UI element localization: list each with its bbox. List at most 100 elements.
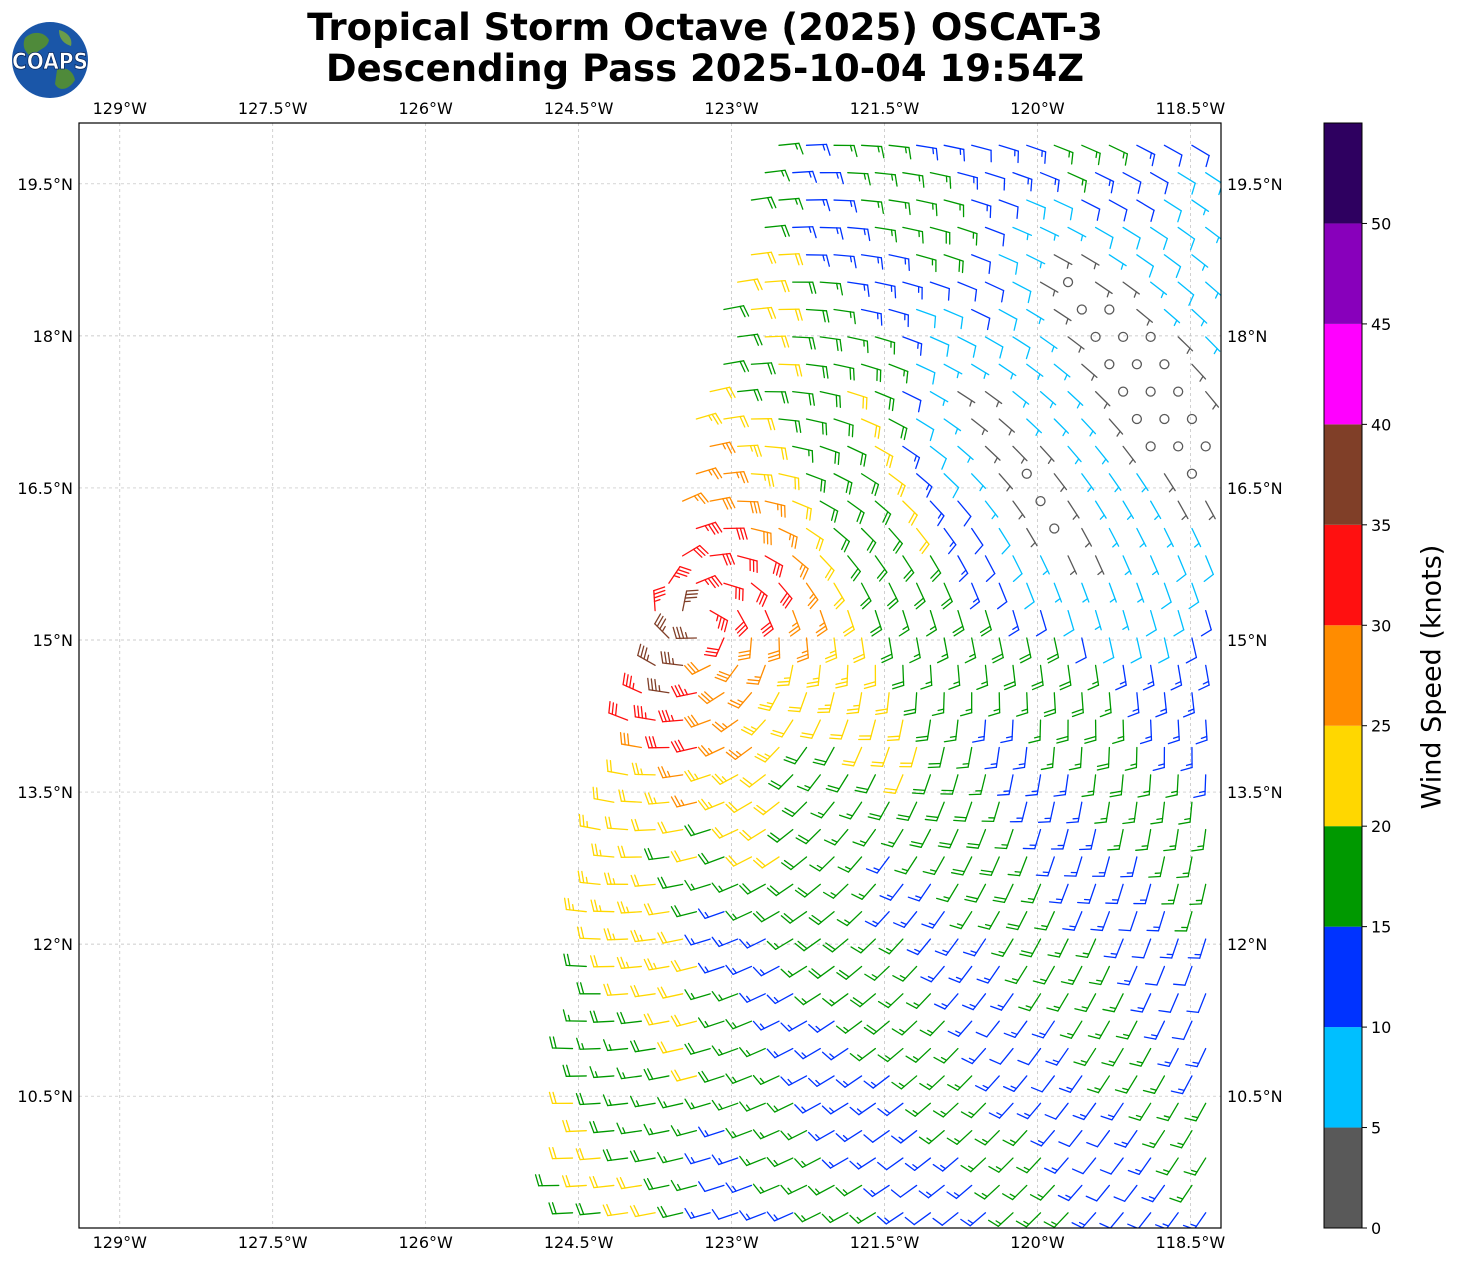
barb-full-feather <box>1088 981 1102 986</box>
barb-full-feather <box>707 577 716 589</box>
barb-full-feather <box>728 855 738 866</box>
wind-barb <box>657 1097 684 1109</box>
barb-full-feather <box>660 1205 668 1218</box>
wind-barb <box>739 992 766 1003</box>
barb-full-feather <box>739 938 748 949</box>
barb-full-feather <box>739 1155 748 1167</box>
wind-barb <box>990 993 1014 1011</box>
barb-full-feather <box>947 288 950 301</box>
barb-full-feather <box>725 1127 734 1139</box>
wind-barb <box>809 856 835 872</box>
barb-full-feather <box>977 925 991 930</box>
wind-barb <box>670 1069 698 1082</box>
barb-half-feather <box>925 483 930 491</box>
barb-full-feather <box>960 1164 972 1173</box>
barb-full-feather <box>1032 980 1046 985</box>
barb-full-feather <box>1167 739 1180 745</box>
wind-barb <box>1176 856 1193 879</box>
wind-barb <box>1177 500 1189 521</box>
wind-barb <box>1053 774 1069 797</box>
barb-full-feather <box>775 563 781 576</box>
barb-full-feather <box>1017 1059 1030 1066</box>
barb-full-feather <box>797 887 809 896</box>
barb-half-feather <box>983 977 991 981</box>
barb-full-feather <box>781 862 792 871</box>
barb-half-feather <box>844 919 851 924</box>
barb-shaft <box>704 1184 725 1193</box>
barb-full-feather <box>616 956 623 969</box>
barb-half-feather <box>859 840 867 844</box>
barb-full-feather <box>739 779 750 788</box>
wind-barb <box>670 795 698 808</box>
wind-barb <box>888 199 911 216</box>
barb-full-feather <box>871 481 877 495</box>
wind-barb <box>1016 1102 1042 1120</box>
wind-barb <box>989 1047 1014 1065</box>
barb-full-feather <box>1159 956 1173 959</box>
wind-barb <box>1039 555 1050 576</box>
wind-barb <box>766 1047 794 1059</box>
barb-shaft <box>1096 1184 1110 1202</box>
barb-full-feather <box>660 651 664 664</box>
wind-barb <box>1002 1184 1028 1201</box>
wind-barb <box>618 789 642 803</box>
barb-full-feather <box>762 625 773 634</box>
barb-full-feather <box>1058 1087 1071 1093</box>
barb-full-feather <box>866 340 869 354</box>
barb-half-feather <box>1046 763 1054 766</box>
barb-full-feather <box>729 552 735 565</box>
wind-barb <box>984 746 1000 770</box>
barb-full-feather <box>1164 182 1169 195</box>
barb-full-feather <box>670 960 678 973</box>
barb-half-feather <box>773 1051 779 1057</box>
barb-shaft <box>915 308 937 317</box>
barb-shaft <box>999 1047 1014 1065</box>
wind-barb <box>575 1092 601 1106</box>
barb-full-feather <box>548 1091 554 1105</box>
wind-barb <box>1084 719 1097 744</box>
wind-barb <box>1185 1047 1207 1068</box>
barb-full-feather <box>630 985 636 998</box>
barb-full-feather <box>890 1189 902 1198</box>
barb-full-feather <box>684 771 692 782</box>
calm-circle <box>1145 386 1156 397</box>
barb-full-feather <box>821 1051 832 1061</box>
wind-barb <box>1043 1212 1069 1228</box>
wind-barb <box>1071 1157 1097 1175</box>
wind-barb <box>672 626 698 639</box>
barb-full-feather <box>780 280 787 293</box>
barb-full-feather <box>984 766 998 770</box>
wind-barb <box>1076 304 1087 315</box>
wind-barb <box>915 418 935 442</box>
barb-half-feather <box>979 485 984 492</box>
wind-barb <box>723 305 750 318</box>
wind-barb <box>903 692 918 716</box>
wind-barb <box>899 746 918 768</box>
wind-barb <box>778 363 803 377</box>
barb-half-feather <box>899 975 907 980</box>
barb-half-feather <box>1214 292 1219 299</box>
barb-shaft <box>1109 1212 1124 1228</box>
barb-full-feather <box>1012 766 1026 770</box>
wind-barb <box>1142 664 1155 691</box>
barb-full-feather <box>822 891 835 899</box>
calm-circle <box>1090 331 1101 343</box>
barb-full-feather <box>849 999 861 1008</box>
barb-half-feather <box>1123 1033 1130 1037</box>
wind-barb <box>1152 746 1166 772</box>
barb-half-feather <box>857 1054 863 1060</box>
wind-barb <box>932 1212 959 1226</box>
wind-barb <box>1108 254 1127 270</box>
barb-full-feather <box>883 791 896 794</box>
barb-shaft <box>1169 993 1179 1013</box>
barb-half-feather <box>801 1106 807 1112</box>
wind-barb <box>1094 226 1114 250</box>
barb-full-feather <box>701 852 710 864</box>
barb-half-feather <box>1173 319 1178 327</box>
wind-barb <box>905 1047 932 1063</box>
colorbar-segment <box>1324 524 1362 626</box>
barb-full-feather <box>947 1030 960 1037</box>
barb-full-feather <box>703 654 717 657</box>
wind-barb <box>1094 281 1113 298</box>
wind-barb <box>929 172 952 189</box>
